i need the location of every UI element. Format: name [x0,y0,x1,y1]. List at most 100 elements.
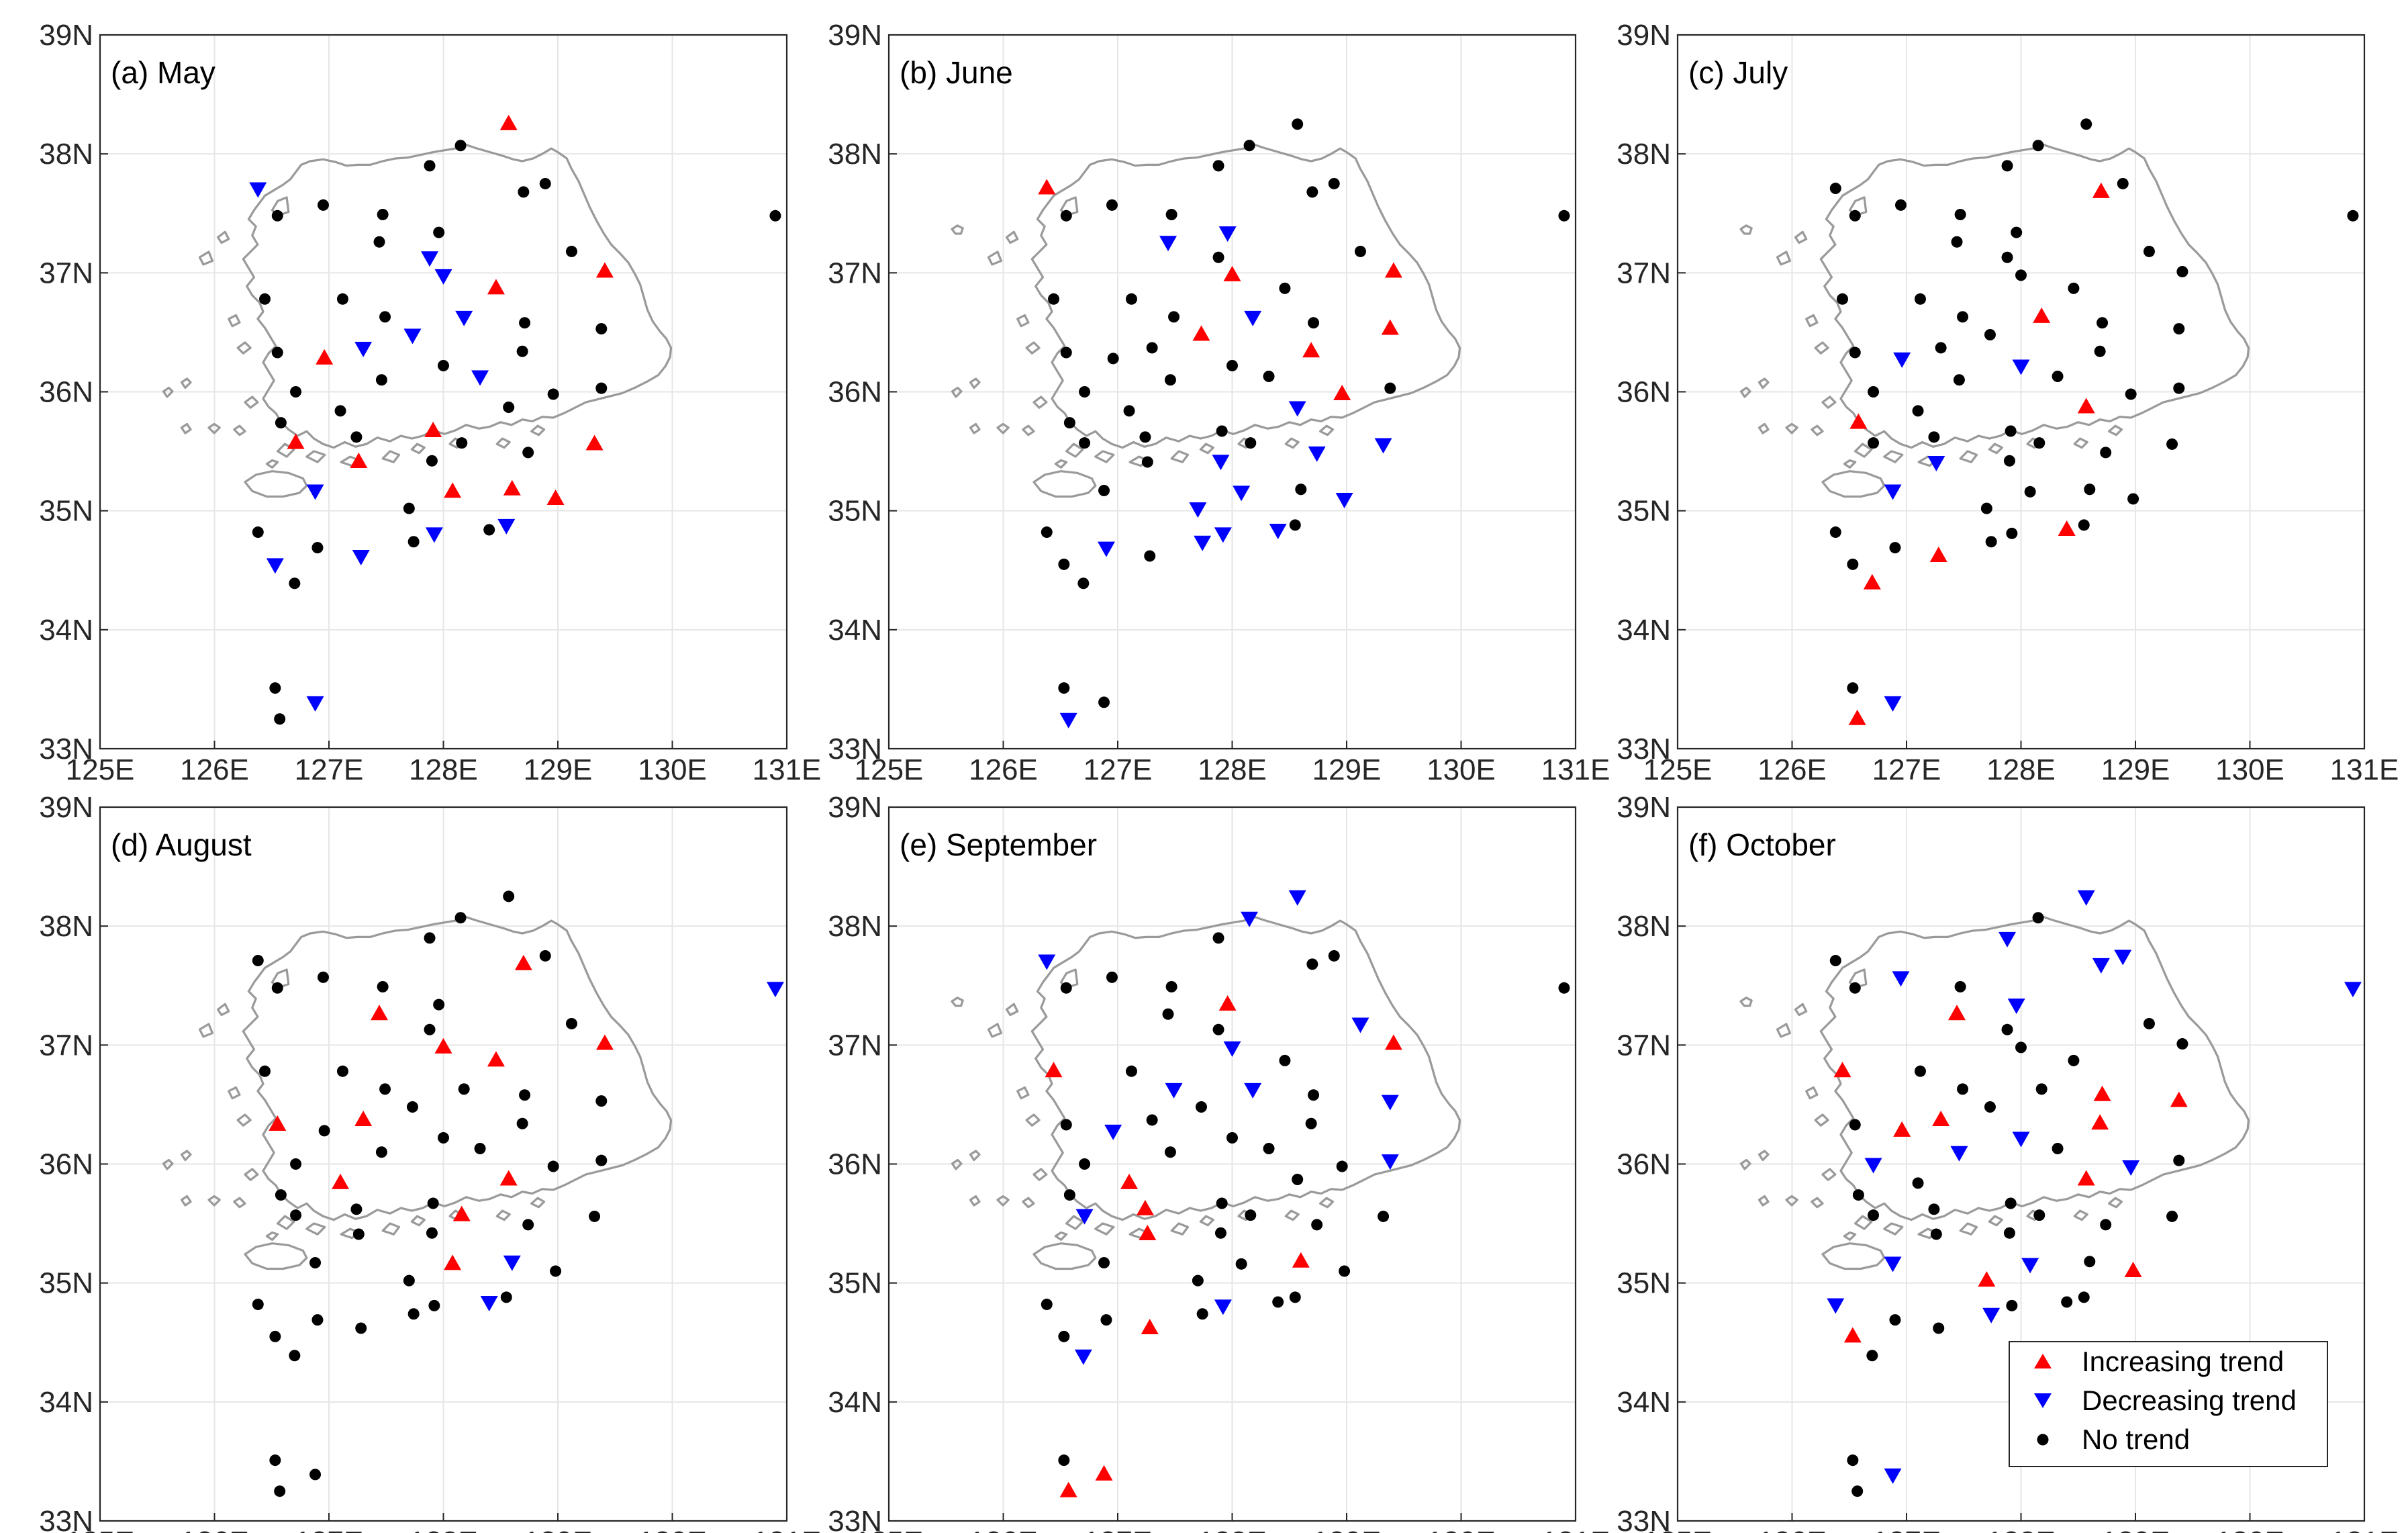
station-no-trend [2001,251,2013,263]
station-decreasing [1244,310,1262,326]
station-no-trend [428,1299,440,1311]
station-increasing [1932,1110,1950,1126]
station-no-trend [1214,1227,1226,1239]
y-tick-label: 39N [1617,791,1671,824]
station-no-trend [565,1017,577,1029]
station-increasing [2077,1170,2095,1186]
station-no-trend [1889,1314,1901,1326]
station-increasing [1192,325,1210,341]
station-no-trend [1125,1065,1137,1077]
station-no-trend [474,1142,486,1154]
station-no-trend [275,417,287,429]
x-tick-label: 126E [1757,753,1827,786]
station-no-trend [519,317,531,329]
station-decreasing [2021,1258,2039,1274]
station-no-trend [519,1089,531,1101]
station-no-trend [269,1454,281,1467]
station-no-trend [2003,455,2015,467]
station-no-trend [1060,210,1072,222]
y-tick-label: 35N [39,1267,93,1300]
y-tick-label: 35N [828,495,882,528]
station-no-trend [2078,519,2090,531]
station-no-trend [2052,370,2064,382]
station-no-trend [1098,696,1110,708]
station-no-trend [1058,1454,1070,1467]
station-no-trend [1263,370,1275,382]
station-no-trend [424,1023,436,1035]
station-no-trend [1829,955,1841,967]
y-tick-label: 39N [828,791,882,824]
station-decreasing [1927,456,1945,472]
legend-increasing-label: Increasing trend [2082,1346,2284,1377]
station-no-trend [1980,502,1992,514]
station-increasing [595,262,614,278]
station-decreasing [1892,971,1910,987]
station-no-trend [1164,1146,1176,1158]
station-decreasing [503,1255,521,1271]
station-no-trend [1243,140,1255,152]
station-no-trend [595,323,608,335]
station-decreasing [2012,359,2030,375]
legend-no-trend-label: No trend [2082,1424,2190,1455]
y-tick-label: 37N [828,257,882,289]
station-decreasing [1288,401,1306,417]
station-decreasing [1233,485,1251,502]
station-no-trend [1048,293,1060,305]
x-tick-label: 130E [1427,1526,1496,1533]
y-tick-label: 33N [1617,1505,1671,1533]
station-no-trend [403,502,415,514]
x-tick-label: 126E [1757,1526,1827,1533]
station-no-trend [426,1227,438,1239]
map-panel: 125E 126E 127E 128E 129E 130E 131E 33N 34N 35N 36N… [1617,19,2408,786]
station-decreasing [1288,890,1306,906]
y-tick-label: 36N [39,376,93,409]
y-tick-label: 38N [39,910,93,943]
station-no-trend [1098,1257,1110,1269]
x-tick-label: 126E [969,1526,1038,1533]
x-tick-label: 131E [753,1526,822,1533]
station-no-trend [454,912,467,924]
station-no-trend [336,293,348,305]
station-no-trend [2080,118,2092,130]
station-no-trend [438,360,449,372]
station-increasing [2091,1114,2109,1130]
station-no-trend [2033,1209,2045,1221]
station-no-trend [2015,1041,2027,1054]
station-no-trend [1195,1101,1207,1113]
x-tick-label: 130E [2215,753,2284,786]
station-decreasing [421,251,439,267]
y-tick-label: 36N [1617,1148,1671,1181]
x-tick-label: 125E [855,1526,924,1533]
station-increasing [1863,573,1881,590]
station-no-trend [539,177,551,189]
station-no-trend [595,382,608,394]
station-no-trend [1146,342,1158,354]
station-no-trend [1289,519,1301,531]
station-no-trend [1079,437,1091,449]
station-no-trend [1930,1228,1942,1240]
station-no-trend [1849,346,1861,359]
station-decreasing [1950,1146,1968,1162]
station-no-trend [334,405,346,417]
panel-title: (e) September [900,827,1097,862]
station-no-trend [1165,209,1177,221]
station-decreasing [1189,502,1207,518]
x-tick-label: 127E [295,753,364,786]
station-increasing [354,1110,373,1126]
station-increasing [1978,1271,1996,1287]
station-decreasing [766,982,784,998]
station-no-trend [1272,1296,1284,1308]
station-no-trend [350,1203,363,1215]
station-decreasing [306,484,324,500]
station-no-trend [503,890,515,902]
y-tick-label: 38N [828,910,882,943]
station-no-trend [2011,226,2023,238]
y-tick-label: 37N [39,257,93,289]
station-no-trend [2173,1154,2185,1166]
station-no-trend [595,1095,608,1107]
panel-title: (b) June [900,55,1013,90]
station-increasing [1059,1481,1077,1497]
station-decreasing [1864,1158,1882,1174]
panel-title: (a) May [111,55,215,90]
station-no-trend [289,577,301,590]
